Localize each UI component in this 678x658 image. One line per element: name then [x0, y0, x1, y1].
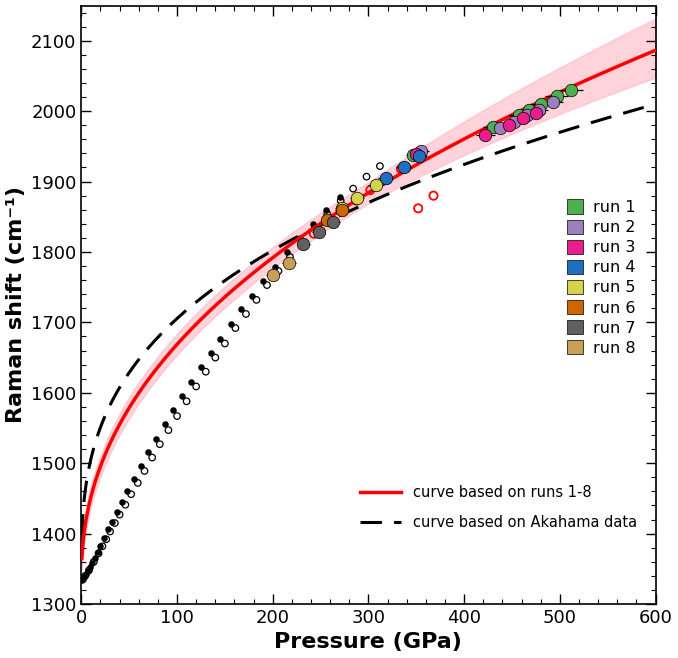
Point	[159, 419, 170, 430]
Point	[135, 461, 146, 471]
Point	[215, 334, 226, 344]
Point	[146, 452, 157, 463]
Point	[308, 228, 319, 239]
Point	[103, 524, 114, 535]
Point	[104, 526, 115, 537]
Point	[83, 565, 94, 576]
Point	[281, 247, 292, 257]
Point	[428, 190, 439, 201]
Point	[106, 517, 117, 527]
Point	[205, 347, 216, 358]
Point	[258, 276, 268, 286]
Point	[116, 497, 127, 507]
Point	[220, 338, 231, 349]
Point	[93, 548, 104, 559]
Point	[114, 509, 125, 520]
Point	[92, 547, 103, 557]
Point	[176, 391, 187, 401]
Point	[129, 474, 140, 484]
Point	[186, 376, 197, 387]
Point	[273, 266, 284, 276]
Point	[78, 573, 89, 584]
Point	[309, 223, 320, 234]
Point	[351, 195, 361, 206]
Point	[230, 323, 241, 334]
Point	[155, 439, 165, 449]
Point	[210, 352, 221, 363]
Point	[97, 541, 108, 551]
Point	[111, 507, 122, 517]
Point	[89, 552, 100, 563]
Point	[99, 532, 110, 543]
Point	[125, 489, 136, 499]
Point	[308, 218, 319, 229]
Point	[95, 540, 106, 551]
Point	[163, 425, 174, 436]
Point	[101, 534, 112, 545]
Point	[88, 557, 99, 567]
Point	[181, 396, 192, 407]
Point	[374, 161, 385, 171]
Point	[262, 280, 273, 290]
Point	[246, 290, 257, 301]
Point	[365, 185, 376, 195]
Point	[294, 233, 305, 243]
Point	[87, 558, 98, 569]
Point	[251, 295, 262, 305]
Point	[85, 562, 96, 572]
Point	[200, 367, 211, 377]
Point	[348, 184, 359, 194]
Point	[269, 261, 280, 272]
Point	[323, 216, 334, 227]
Point	[139, 466, 150, 476]
Point	[83, 566, 94, 576]
Y-axis label: Raman shift (cm⁻¹): Raman shift (cm⁻¹)	[5, 186, 26, 423]
Point	[172, 411, 182, 421]
Point	[77, 575, 87, 586]
Point	[225, 318, 236, 329]
Point	[335, 195, 346, 206]
Point	[109, 518, 120, 528]
Point	[336, 206, 347, 216]
Point	[241, 309, 252, 319]
Point	[122, 486, 133, 496]
Point	[167, 405, 178, 416]
Point	[321, 205, 332, 215]
Legend: curve based on runs 1-8, curve based on Akahama data: curve based on runs 1-8, curve based on …	[354, 480, 643, 536]
Point	[395, 164, 406, 174]
Point	[79, 572, 89, 582]
Point	[191, 381, 201, 392]
Point	[143, 447, 154, 457]
Point	[80, 570, 91, 581]
Point	[285, 251, 296, 262]
Point	[151, 434, 161, 444]
Point	[334, 191, 345, 202]
Point	[361, 171, 372, 182]
Point	[413, 203, 424, 214]
Point	[322, 209, 333, 219]
Point	[132, 478, 143, 488]
Point	[120, 499, 131, 510]
Point	[81, 569, 92, 580]
Point	[380, 174, 391, 184]
Point	[195, 361, 206, 372]
X-axis label: Pressure (GPa): Pressure (GPa)	[275, 632, 462, 653]
Point	[297, 237, 308, 247]
Point	[236, 304, 247, 315]
